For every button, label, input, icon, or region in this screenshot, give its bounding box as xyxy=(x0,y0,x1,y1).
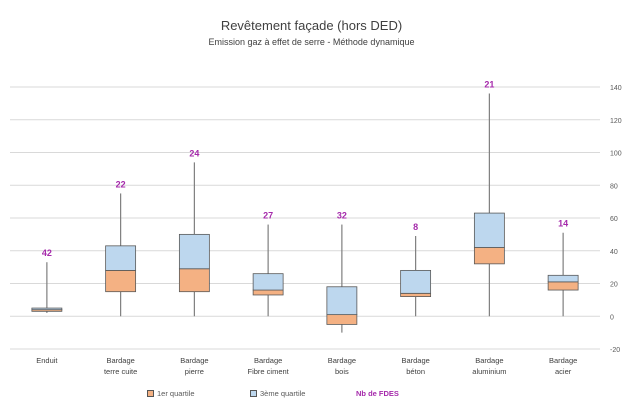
count-label: 14 xyxy=(558,219,568,229)
box-upper-quartile xyxy=(400,269,432,294)
count-label: 22 xyxy=(116,179,126,189)
box-lower-quartile xyxy=(178,268,210,293)
legend-label-q1: 1er quartile xyxy=(157,389,195,398)
box-lower-quartile xyxy=(400,292,432,298)
legend-item-q1: 1er quartile xyxy=(147,389,195,398)
box-lower-quartile xyxy=(473,247,505,265)
legend-swatch-q3 xyxy=(250,390,257,397)
x-tick-label: Bardage xyxy=(549,356,577,365)
y-tick-label: 0 xyxy=(610,314,614,321)
box-upper-quartile xyxy=(105,245,137,271)
y-tick-label: 120 xyxy=(610,118,622,125)
count-label: 21 xyxy=(484,80,494,90)
x-tick-label: Fibre ciment xyxy=(247,367,289,376)
count-label: 24 xyxy=(189,148,199,158)
count-label: 42 xyxy=(42,248,52,258)
x-tick-label: Enduit xyxy=(36,356,58,365)
x-tick-label: Bardage xyxy=(254,356,282,365)
legend-label-count: Nb de FDES xyxy=(356,389,399,398)
y-tick-label: -20 xyxy=(610,347,620,354)
y-tick-label: 140 xyxy=(610,85,622,92)
y-tick-label: 40 xyxy=(610,249,618,256)
count-label: 8 xyxy=(413,222,418,232)
count-label: 32 xyxy=(337,211,347,221)
x-tick-label: terre cuite xyxy=(104,367,137,376)
chart-title: Revêtement façade (hors DED) xyxy=(220,18,403,33)
box-lower-quartile xyxy=(326,314,358,325)
legend: 1er quartile 3ème quartile Nb de FDES xyxy=(0,389,623,401)
chart-subtitle: Emission gaz à effet de serre - Méthode … xyxy=(208,37,415,47)
legend-item-q3: 3ème quartile xyxy=(250,389,305,398)
y-tick-label: 20 xyxy=(610,282,618,289)
x-tick-label: acier xyxy=(555,367,572,376)
box-upper-quartile xyxy=(473,212,505,248)
x-tick-label: Bardage xyxy=(328,356,356,365)
box-upper-quartile xyxy=(252,273,284,291)
legend-swatch-q1 xyxy=(147,390,154,397)
x-tick-label: aluminium xyxy=(472,367,506,376)
x-tick-label: Bardage xyxy=(180,356,208,365)
x-tick-label: Bardage xyxy=(475,356,503,365)
x-tick-label: Bardage xyxy=(401,356,429,365)
legend-item-count: Nb de FDES xyxy=(356,389,399,398)
y-tick-label: 80 xyxy=(610,183,618,190)
box-lower-quartile xyxy=(547,281,579,291)
box-upper-quartile xyxy=(178,233,210,270)
x-tick-label: Bardage xyxy=(106,356,134,365)
box-lower-quartile xyxy=(252,289,284,296)
box-lower-quartile xyxy=(105,269,137,293)
box-upper-quartile xyxy=(326,286,358,316)
box-upper-quartile xyxy=(547,274,579,283)
x-tick-label: béton xyxy=(406,367,425,376)
x-tick-label: bois xyxy=(335,367,349,376)
y-tick-label: 60 xyxy=(610,216,618,223)
y-tick-label: 100 xyxy=(610,151,622,158)
count-label: 27 xyxy=(263,211,273,221)
box-upper-quartile xyxy=(31,307,63,311)
legend-label-q3: 3ème quartile xyxy=(260,389,306,398)
x-tick-label: pierre xyxy=(185,367,204,376)
